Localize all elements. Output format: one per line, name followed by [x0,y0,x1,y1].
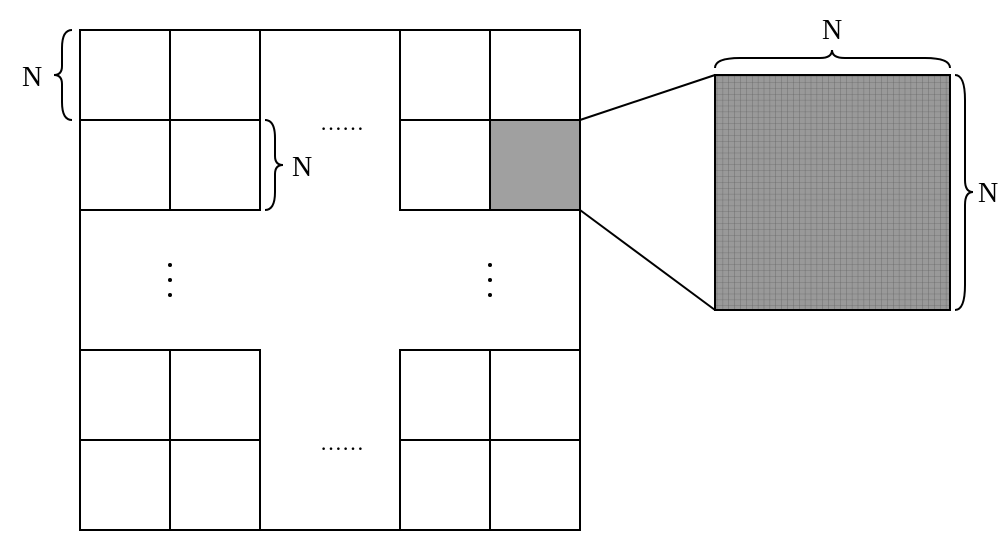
cell-tr-10 [400,120,490,210]
detail-grid [715,75,950,310]
label-n-mid: N [292,152,312,184]
bracket-detail-top [715,50,950,68]
cell-tr-01 [490,30,580,120]
vdots-left [168,263,172,297]
cell-bl-10 [80,440,170,530]
highlighted-cell [490,120,580,210]
cell-bl-00 [80,350,170,440]
cell-tl-11 [170,120,260,210]
connector-top [580,75,715,120]
cell-br-10 [400,440,490,530]
cell-br-01 [490,350,580,440]
main-grid-border [80,30,580,530]
diagram-svg: …… …… [0,0,1000,555]
cell-bl-01 [170,350,260,440]
bracket-mid [265,120,283,210]
bracket-detail-right [955,75,973,310]
cell-tl-00 [80,30,170,120]
vdots-right [488,263,492,297]
cell-bl-11 [170,440,260,530]
label-n-detail-top: N [822,15,842,47]
ellipsis-top: …… [320,110,364,135]
label-n-top-left: N [22,62,42,94]
cell-tl-10 [80,120,170,210]
cell-tr-00 [400,30,490,120]
cell-tl-01 [170,30,260,120]
bracket-top-left [54,30,72,120]
connector-bottom [580,210,715,310]
cell-br-11 [490,440,580,530]
label-n-detail-right: N [978,178,998,210]
ellipsis-bottom: …… [320,430,364,455]
cell-br-00 [400,350,490,440]
